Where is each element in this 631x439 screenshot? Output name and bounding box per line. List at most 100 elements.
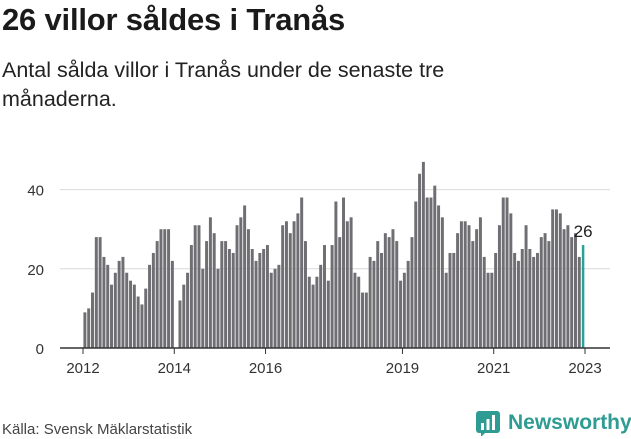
chart-title: 26 villor såldes i Tranås [2,2,346,37]
bar [513,252,517,348]
bar [284,221,288,348]
newsworthy-logo-icon [476,411,500,436]
bar [562,229,566,348]
bar [456,233,460,348]
bar [201,268,205,348]
bar [193,225,197,348]
bar [558,213,562,348]
bar [208,217,212,348]
bar [410,237,414,348]
bar [535,252,539,348]
bar [273,268,277,348]
bar [136,296,140,348]
bar [574,233,577,348]
bar [167,229,171,348]
bar [497,225,501,348]
bar [227,249,231,348]
bar [155,241,159,348]
bar [475,229,479,348]
bar [478,217,482,348]
bar [87,308,91,348]
bar [91,292,94,348]
bar [364,292,368,348]
bar [387,237,391,348]
bar [334,201,338,348]
bar [345,221,349,348]
bar [311,284,315,348]
bar [235,225,239,348]
bar [106,264,110,348]
bar [395,241,399,348]
bar [231,252,235,348]
bar [539,237,543,348]
bar [281,225,285,348]
bar [467,225,471,348]
bar [326,280,330,348]
bar [380,252,384,348]
bar [528,249,532,348]
bar [402,272,406,348]
bar [520,249,524,348]
bar [448,252,452,348]
bar [148,264,152,348]
bar [524,225,528,348]
bar [421,161,425,348]
bar [110,284,114,348]
bar [296,213,300,348]
bar [239,217,243,348]
bar [338,237,342,348]
bar [532,256,536,348]
bar [189,245,193,348]
bar [570,237,574,348]
bar [554,209,558,348]
bar [117,260,121,348]
bar [307,276,311,348]
bar [277,264,281,348]
bar [437,205,441,348]
y-tick-label: 0 [36,341,44,358]
bar [258,252,262,348]
bar [330,245,334,348]
bar [303,241,307,348]
x-tick-label: 2021 [477,360,510,377]
brand-name: Newsworthy [508,411,631,434]
x-tick-label: 2016 [249,360,282,377]
bar [425,197,429,348]
chart-subtitle: Antal sålda villor i Tranås under de sen… [2,58,445,111]
bar [501,197,505,348]
bar [292,221,296,348]
bar [224,241,228,348]
y-tick-label: 20 [27,262,44,279]
y-tick-label: 40 [27,183,44,200]
bar [459,221,463,348]
bar [349,217,353,348]
bar [406,260,410,348]
bar [516,260,520,348]
bar [372,260,376,348]
bar [444,272,448,348]
bar [98,237,102,348]
bar [265,245,269,348]
bar [212,233,216,348]
bar [414,201,418,348]
bar [482,256,486,348]
bar [383,233,387,348]
bar [440,217,444,348]
bar [250,249,254,348]
x-tick-label: 2023 [568,360,601,377]
bar [505,197,509,348]
bar [494,252,498,348]
bar [144,288,148,348]
bar [357,276,361,348]
bar [376,241,380,348]
bar [433,185,437,348]
bar [129,280,133,348]
bar [547,241,551,348]
bar [243,205,247,348]
bar [315,276,319,348]
bar [509,213,513,348]
bar [319,264,323,348]
x-tick-label: 2014 [158,360,191,377]
highlight-label: 26 [574,222,593,241]
bar [471,241,475,348]
